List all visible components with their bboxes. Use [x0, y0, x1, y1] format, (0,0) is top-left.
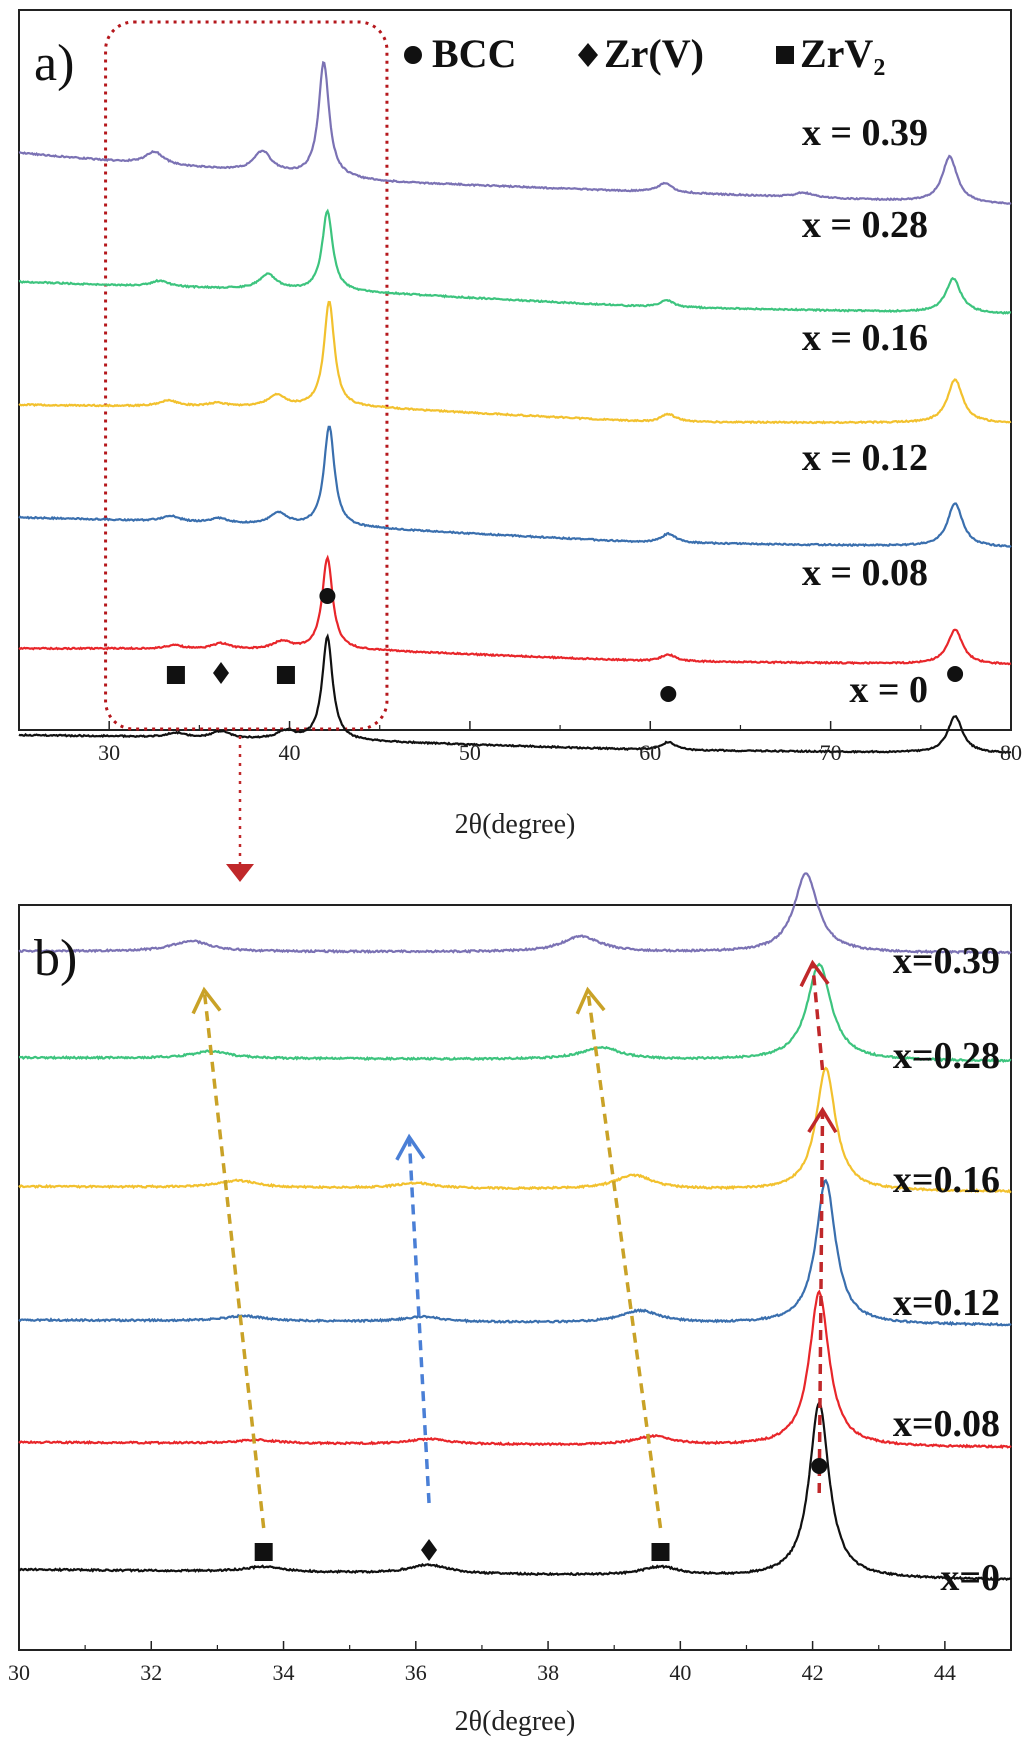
- curve-label-x-0-08: x = 0.08: [802, 552, 928, 594]
- highlight-box: [104, 20, 389, 731]
- xrd-curve-x-0: [18, 633, 1012, 755]
- panel-a-curve-labels: x = 0.39 x = 0.28 x = 0.16 x = 0.12 x = 0.08…: [802, 112, 928, 711]
- legend-diamond-icon: [578, 43, 598, 67]
- panel-a-x-axis-title: 2θ(degree): [455, 809, 576, 840]
- arrow-head-icon: [395, 1133, 426, 1161]
- curve-label-x-0-39: x = 0.39: [802, 112, 928, 154]
- x-tick-label: 50: [459, 740, 481, 765]
- curve-label-x-0-08: x=0.08: [893, 1403, 1000, 1445]
- zrv2-marker-icon: [166, 666, 185, 684]
- legend: BCC Zr(V) ZrV₂: [404, 31, 885, 76]
- bcc-marker-icon: [947, 666, 964, 682]
- panel-a: 30 40 50 60 70 80 x = 0.39x = 0.28x = 0.16x =…: [18, 9, 1022, 840]
- xrd-curve-x-0-08: [18, 1289, 1012, 1450]
- zrv2-marker-icon: [651, 1543, 670, 1561]
- panel-b-x-axis-title: 2θ(degree): [455, 1706, 576, 1737]
- x-tick-label: 60: [639, 740, 661, 765]
- panel-b-phase-markers: [254, 1458, 828, 1561]
- zoom-connector: [226, 736, 254, 882]
- xrd-curve-x-0-39: [18, 872, 1012, 955]
- peak-shift-arrow: [817, 1109, 825, 1494]
- curve-label-x-0-16: x = 0.16: [802, 317, 928, 359]
- panel-b-frame: [18, 904, 1012, 1651]
- arrow-head-icon: [799, 959, 830, 988]
- x-tick-label: 40: [279, 740, 301, 765]
- panel-a-frame: [18, 9, 1012, 731]
- xrd-curve-x-0-28: [18, 208, 1012, 315]
- bcc-marker-icon: [660, 686, 677, 702]
- peak-shift-arrow: [202, 989, 266, 1529]
- legend-circle-icon: [404, 46, 422, 64]
- legend-square-icon: [776, 46, 794, 64]
- zoom-arrow-head-icon: [226, 864, 254, 882]
- curve-label-x-0: x = 0: [849, 669, 928, 711]
- arrow-head-icon: [807, 1106, 838, 1134]
- panel-a-curves: [18, 60, 1012, 755]
- x-tick-label: 42: [802, 1660, 824, 1685]
- curve-label-x-0-12: x=0.12: [893, 1282, 1000, 1324]
- curve-label-x-0-39: x=0.39: [893, 940, 1000, 982]
- x-tick-label: 34: [273, 1660, 295, 1685]
- peak-shift-arrow: [407, 1136, 431, 1504]
- xrd-curve-x-0-28: [18, 962, 1012, 1064]
- panel-b-curves: [18, 872, 1012, 1582]
- xrd-curve-x-0-08: [18, 554, 1012, 666]
- x-tick-label: 40: [669, 1660, 691, 1685]
- curve-label-x-0-12: x = 0.12: [802, 437, 928, 479]
- legend-label-bcc: BCC: [432, 31, 516, 76]
- zrv2-marker-icon: [254, 1543, 273, 1561]
- x-tick-label: 80: [1000, 740, 1022, 765]
- zrv-marker-icon: [421, 1539, 438, 1561]
- x-tick-label: 38: [537, 1660, 559, 1685]
- xrd-curve-x-0: [18, 1401, 1012, 1582]
- xrd-curve-x-0-12: [18, 1178, 1012, 1327]
- xrd-curve-x-0-16: [18, 300, 1012, 425]
- legend-label-zrv2: ZrV₂: [800, 31, 885, 76]
- curve-label-x-0-16: x=0.16: [893, 1159, 1000, 1201]
- x-tick-label: 30: [98, 740, 120, 765]
- bcc-marker-icon: [319, 588, 336, 604]
- x-tick-label: 30: [8, 1660, 30, 1685]
- panel-b: 30 32 34 36 38 40 42 44 x=0.39 x=0.28 x=0.16 x=0.1…: [8, 872, 1012, 1737]
- curve-label-x-0-28: x = 0.28: [802, 204, 928, 246]
- x-tick-label: 32: [140, 1660, 162, 1685]
- arrow-head-icon: [575, 986, 606, 1015]
- panel-a-label: a): [34, 35, 74, 92]
- xrd-curve-x-0-12: [18, 425, 1012, 548]
- x-tick-label: 44: [934, 1660, 956, 1685]
- peak-shift-arrow: [810, 962, 825, 1071]
- panel-b-label: b): [34, 930, 77, 987]
- xrd-curve-x-0-16: [18, 1066, 1012, 1194]
- panel-b-curve-labels: x=0.39 x=0.28 x=0.16 x=0.12 x=0.08 x=0: [893, 940, 1000, 1599]
- peak-shift-arrow: [586, 989, 663, 1529]
- arrow-head-icon: [191, 986, 222, 1015]
- zrv2-marker-icon: [276, 666, 295, 684]
- panel-b-x-ticks: 30 32 34 36 38 40 42 44: [8, 1641, 956, 1685]
- panel-b-shift-arrows: [191, 959, 838, 1529]
- x-tick-label: 36: [405, 1660, 427, 1685]
- curve-label-x-0-28: x=0.28: [893, 1035, 1000, 1077]
- panel-a-phase-markers: [166, 588, 964, 702]
- x-tick-label: 70: [820, 740, 842, 765]
- panel-a-x-ticks: 30 40 50 60 70 80: [98, 721, 1022, 765]
- legend-label-zrv: Zr(V): [604, 31, 704, 76]
- curve-label-x-0: x=0: [940, 1557, 1000, 1599]
- zrv-marker-icon: [213, 662, 230, 684]
- xrd-curve-x-0-39: [18, 60, 1012, 205]
- bcc-marker-icon: [811, 1458, 828, 1474]
